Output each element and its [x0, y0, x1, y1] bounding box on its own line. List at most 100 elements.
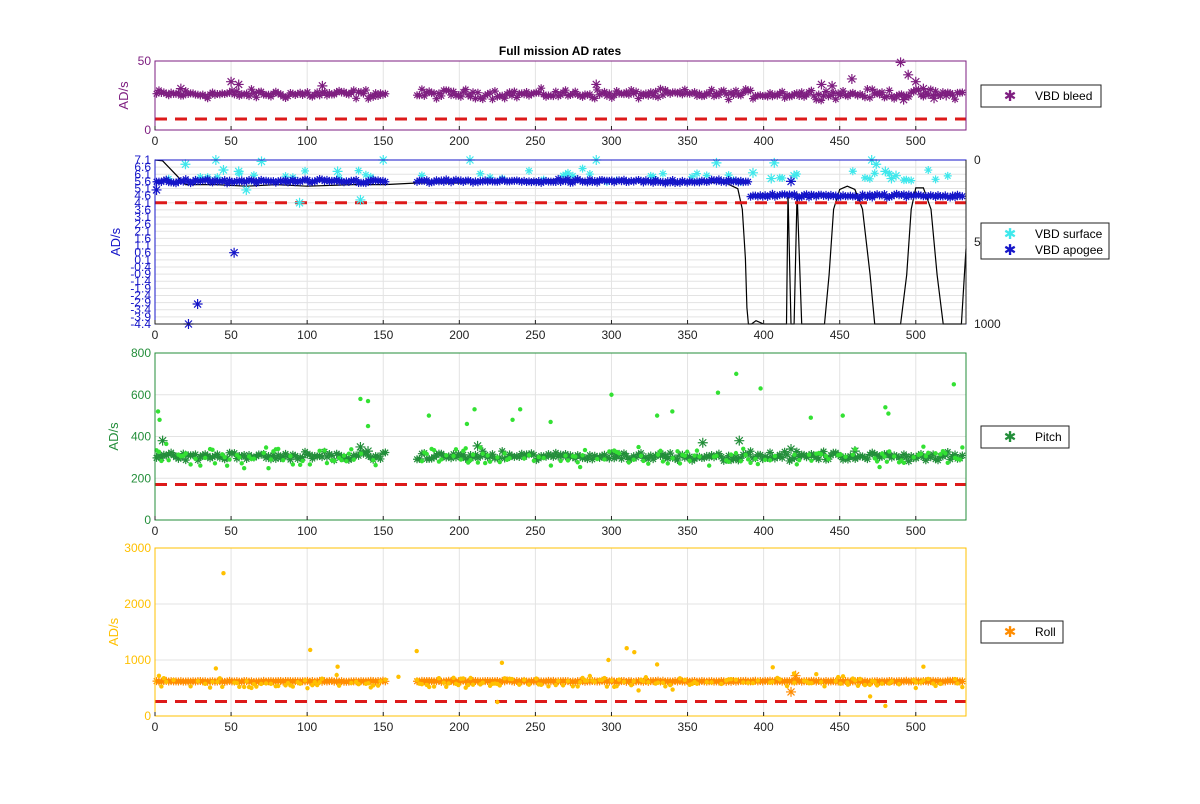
bleed-x-tick-label: 300: [601, 134, 621, 148]
roll-point: [303, 676, 312, 685]
legend-pitch[interactable]: ✱ Pitch: [980, 425, 1070, 449]
bleed-point: [359, 89, 368, 98]
vbd-point: [196, 173, 205, 182]
vbd-y-tick-label: 6.6: [134, 160, 151, 174]
vbd-point: [744, 177, 753, 186]
bleed-point: [305, 91, 314, 100]
legend-vbd[interactable]: ✱ VBD surface ✱ VBD apogee: [980, 222, 1110, 260]
vbd-outlier-point: [192, 299, 203, 310]
roll-point: [171, 677, 176, 683]
vbd-point: [218, 177, 227, 186]
pitch-point: [575, 460, 580, 465]
vbd-point: [437, 176, 446, 185]
pitch-point: [685, 452, 694, 461]
pitch-point: [224, 463, 230, 468]
pitch-point: [290, 462, 296, 467]
bleed-point: [171, 89, 180, 98]
roll-point: [259, 681, 264, 687]
pitch-point: [565, 458, 571, 463]
roll-outlier-point: [913, 685, 918, 691]
bleed-point: [756, 91, 765, 100]
vbd-point: [442, 175, 451, 184]
vbd-point: [941, 191, 950, 200]
roll-point: [641, 677, 650, 686]
vbd-point: [634, 175, 643, 184]
vbd-outlier-point: [151, 184, 162, 195]
roll-grid: [154, 547, 966, 717]
vbd-point: [763, 192, 772, 201]
roll-point: [441, 680, 446, 685]
bleed-point: [605, 89, 614, 98]
bleed-x-tick-label: 0: [152, 134, 159, 148]
roll-point: [770, 679, 775, 684]
vbd-point: [364, 176, 373, 185]
pitch-outlier-point: [654, 413, 660, 418]
bleed-point: [573, 90, 582, 99]
bleed-point: [298, 91, 307, 100]
pitch-point: [943, 447, 952, 456]
vbd-outlier-point: [241, 184, 252, 195]
roll-point: [934, 676, 943, 685]
pitch-x-tick-label: 450: [830, 524, 850, 538]
roll-point: [263, 681, 269, 686]
pitch-point: [797, 458, 802, 463]
roll-point: [188, 684, 193, 689]
bleed-x-tick-label: 450: [830, 134, 850, 148]
bleed-point: [902, 91, 911, 100]
roll-point: [317, 680, 322, 685]
vbd-point: [817, 190, 826, 199]
vbd-point: [658, 178, 667, 187]
pitch-point: [748, 460, 753, 466]
pitch-point: [198, 463, 203, 468]
bleed-point: [809, 91, 818, 100]
roll-point: [578, 677, 587, 686]
bleed-point: [293, 89, 302, 98]
bleed-point: [712, 89, 721, 98]
pitch-point: [305, 450, 314, 459]
pitch-point: [863, 455, 872, 464]
bleed-point: [790, 89, 799, 98]
bleed-outlier-point: [317, 80, 328, 91]
bleed-point: [291, 91, 300, 100]
vbd-point: [826, 190, 835, 199]
pitch-point: [342, 454, 351, 463]
vbd-point: [210, 176, 219, 185]
pitch-point: [790, 454, 799, 463]
roll-point: [464, 677, 473, 686]
vbd-point: [517, 177, 526, 186]
roll-point: [234, 680, 240, 686]
bleed-point: [846, 89, 855, 98]
pitch-outlier-point: [358, 396, 363, 402]
vbd-point: [746, 192, 755, 201]
vbd-point: [663, 177, 672, 186]
roll-point: [553, 682, 558, 688]
bleed-point: [476, 94, 485, 103]
bleed-point: [554, 92, 563, 101]
legend-bleed[interactable]: ✱ VBD bleed: [980, 84, 1102, 108]
roll-point: [468, 675, 473, 681]
bleed-point: [829, 88, 838, 97]
legend-roll[interactable]: ✱ Roll: [980, 620, 1064, 644]
roll-point: [899, 677, 908, 686]
vbd-point: [780, 190, 789, 199]
roll-point: [431, 684, 437, 689]
vbd-point: [257, 175, 266, 184]
bleed-x-tick-label: 200: [449, 134, 469, 148]
bleed-point: [286, 88, 295, 97]
bleed-point: [576, 91, 585, 100]
pitch-point: [227, 457, 232, 462]
vbd-point: [271, 178, 280, 187]
vbd-point: [254, 177, 263, 186]
vbd-outlier-point: [891, 170, 902, 181]
vbd-point: [902, 175, 911, 184]
pitch-point: [743, 452, 748, 458]
pitch-point: [288, 453, 293, 459]
vbd-point: [542, 176, 551, 185]
bleed-point: [512, 93, 521, 102]
vbd-point: [486, 176, 495, 185]
bleed-x-tick-label: 250: [525, 134, 545, 148]
roll-point: [334, 672, 339, 678]
vbd-y-tick-label: 3.6: [134, 203, 151, 217]
pitch-point: [879, 451, 885, 456]
pitch-outlier-point: [157, 417, 162, 422]
